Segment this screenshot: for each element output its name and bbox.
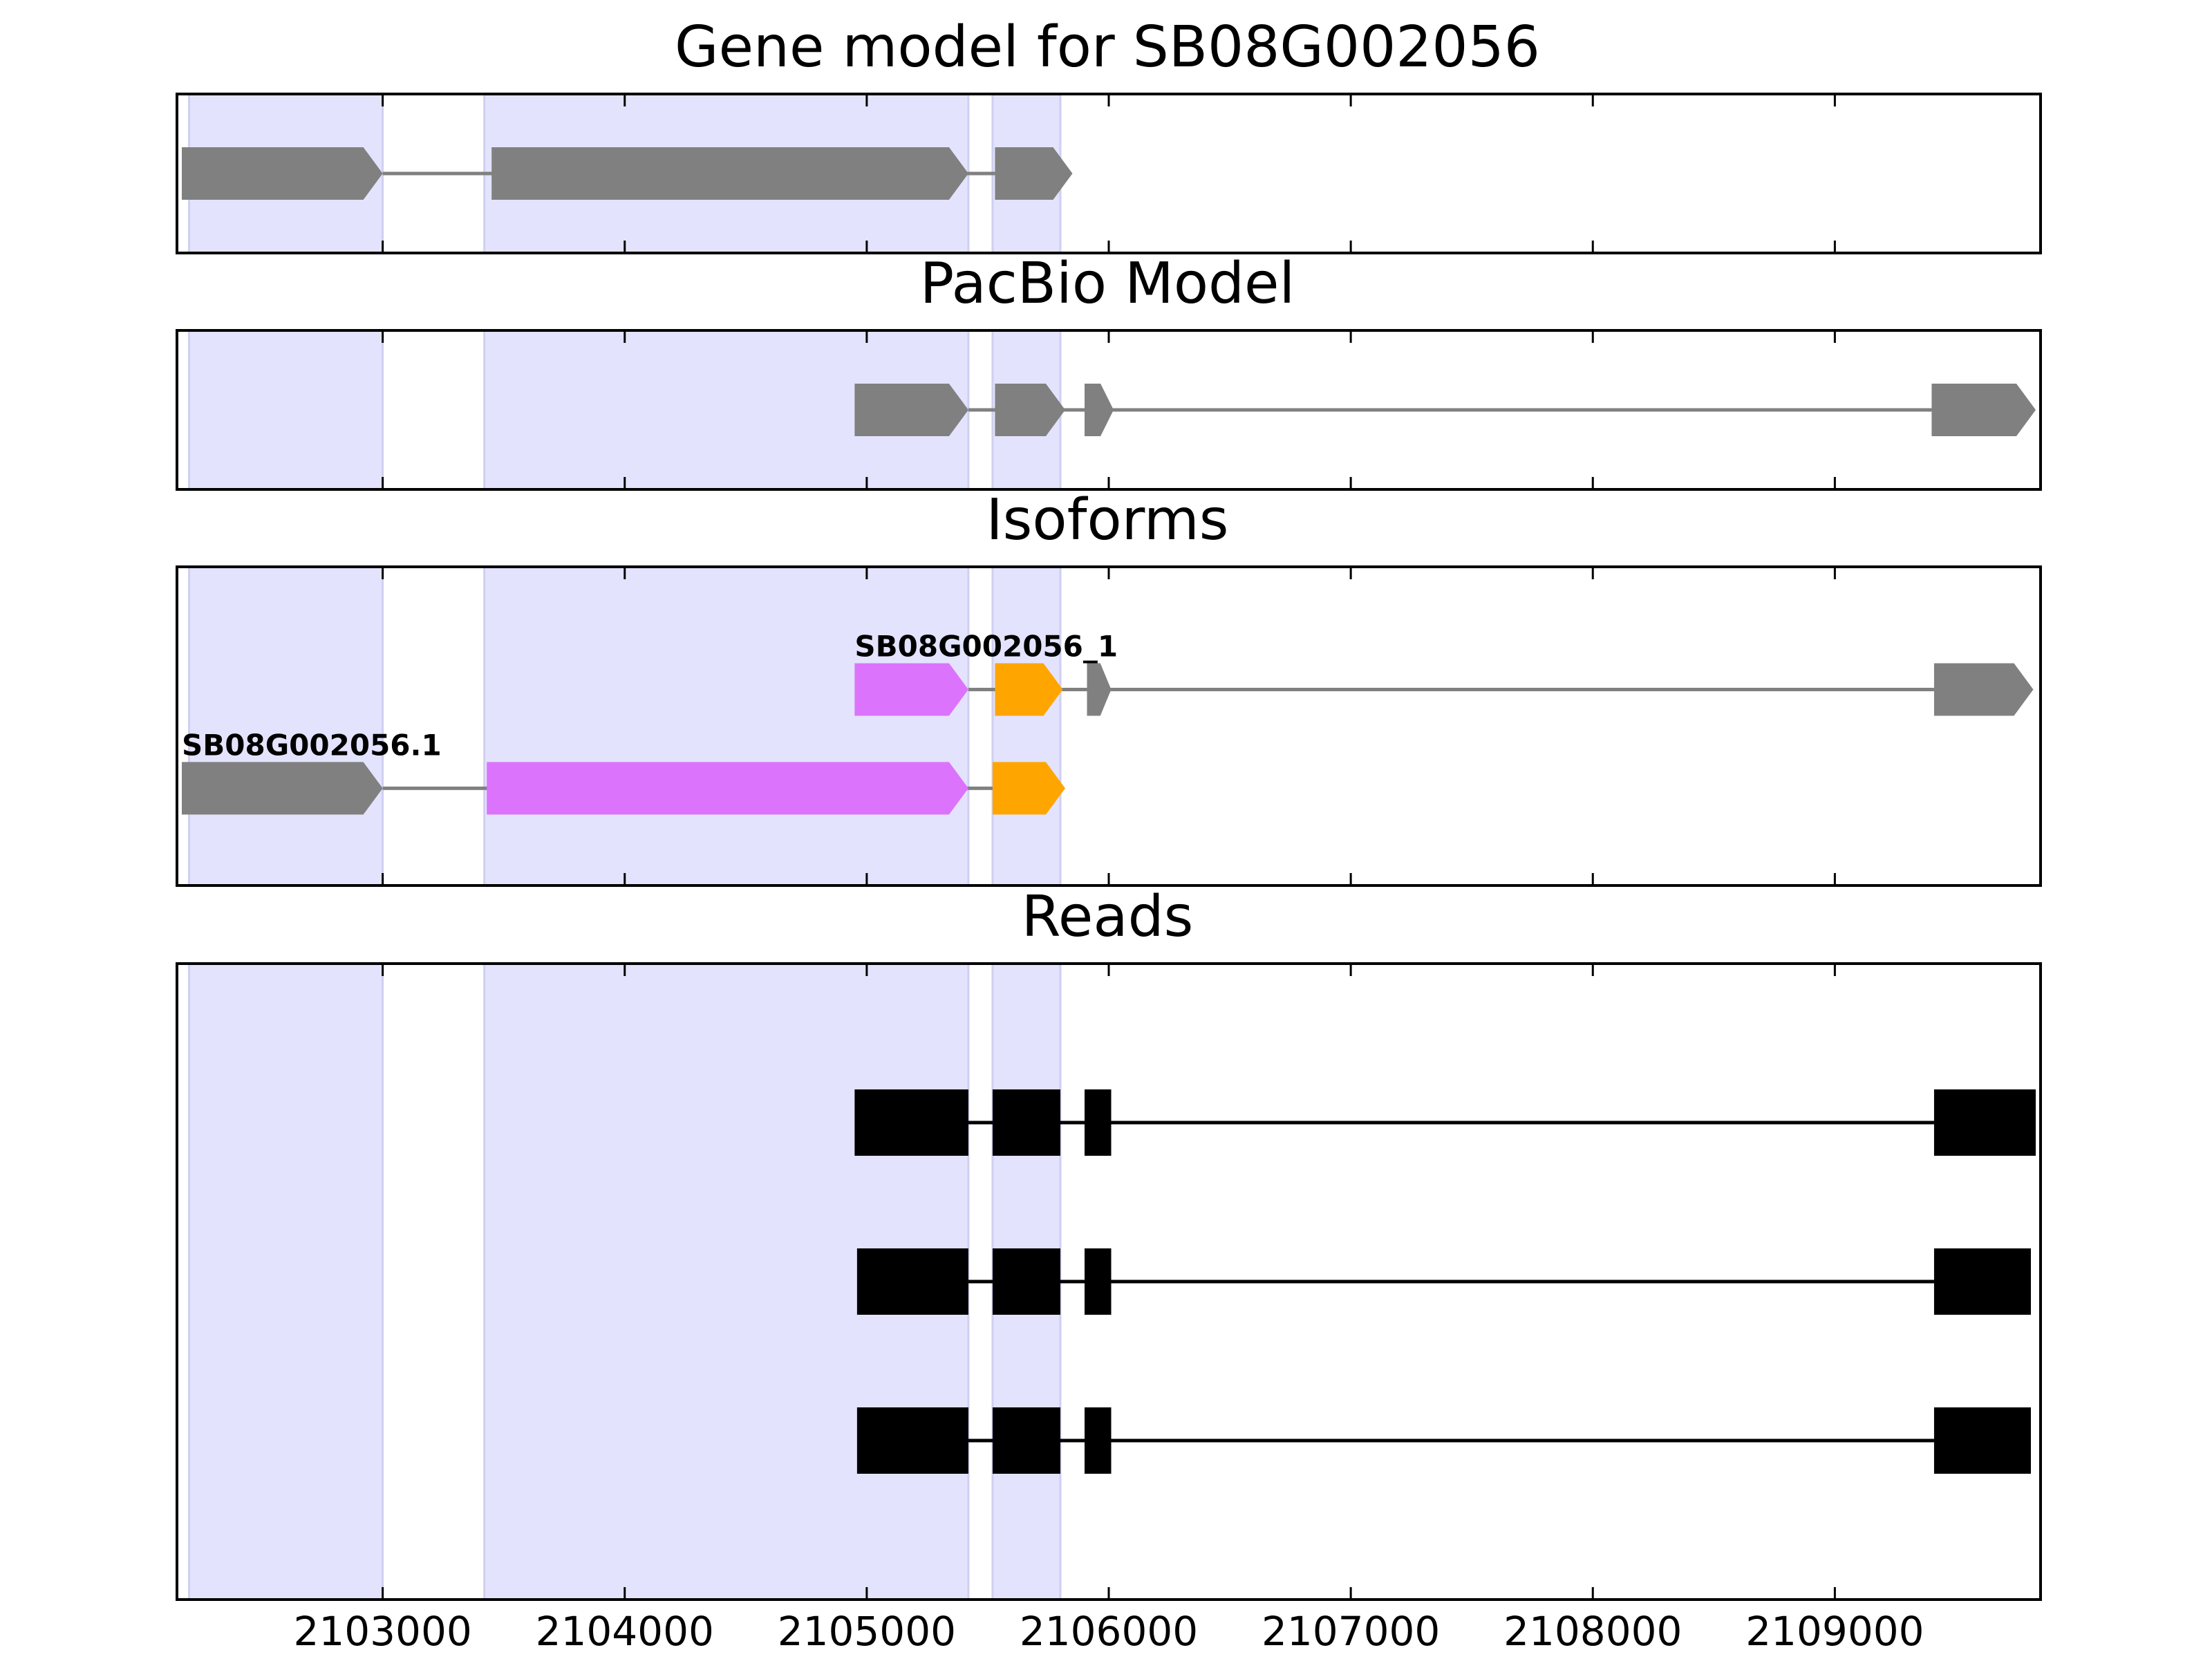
- highlight-region: [188, 565, 384, 887]
- read-block: [1933, 1089, 2036, 1156]
- read-block: [992, 1248, 1060, 1315]
- read-block: [856, 1407, 968, 1474]
- exon-arrow: [491, 147, 968, 200]
- x-tick-label: 2103000: [293, 1608, 471, 1655]
- pacbio-model-panel-title: PacBio Model: [920, 251, 1295, 317]
- exon-arrow: [1084, 384, 1114, 436]
- read-block: [854, 1089, 968, 1156]
- gene-model-panel-title: Gene model for SB08G002056: [675, 15, 1540, 80]
- panel-frame: [176, 565, 2042, 887]
- exon-arrow: [1931, 384, 2036, 436]
- gene-model-panel: [176, 93, 2042, 254]
- x-tick-label: 2106000: [1020, 1608, 1198, 1655]
- x-tick-label: 2105000: [778, 1608, 956, 1655]
- highlight-region: [188, 329, 384, 491]
- exon-arrow: [182, 762, 383, 815]
- highlight-region: [188, 962, 384, 1601]
- exon-arrow: [992, 762, 1065, 815]
- read-block: [992, 1407, 1060, 1474]
- isoforms-panel-title: Isoforms: [986, 487, 1229, 553]
- read-block: [1084, 1407, 1112, 1474]
- exon-arrow: [995, 663, 1063, 716]
- exon-arrow: [995, 147, 1073, 200]
- read-block: [1084, 1248, 1112, 1315]
- read-block: [992, 1089, 1060, 1156]
- x-tick-label: 2108000: [1503, 1608, 1682, 1655]
- isoform-label: SB08G002056.1: [182, 728, 442, 762]
- exon-arrow: [182, 147, 383, 200]
- read-block: [1933, 1248, 2031, 1315]
- exon-arrow: [1087, 663, 1112, 716]
- isoforms-panel: SB08G002056_1 SB08G002056.1: [176, 565, 2042, 887]
- x-tick-label: 2107000: [1262, 1608, 1440, 1655]
- exon-arrow: [854, 663, 968, 716]
- highlight-region: [483, 565, 970, 887]
- reads-panel: [176, 962, 2042, 1601]
- x-tick-label: 2109000: [1745, 1608, 1924, 1655]
- exon-arrow: [1933, 663, 2034, 716]
- reads-panel-title: Reads: [1022, 884, 1194, 950]
- exon-arrow: [854, 384, 968, 436]
- x-axis-tick-labels: 2103000 2104000 2105000 2106000 2107000 21080…: [293, 1608, 1924, 1655]
- read-block: [856, 1248, 968, 1315]
- isoform-label: SB08G002056_1: [854, 629, 1118, 663]
- x-tick-label: 2104000: [536, 1608, 714, 1655]
- read-block: [1084, 1089, 1112, 1156]
- exon-arrow: [487, 762, 968, 815]
- highlight-region: [991, 565, 1062, 887]
- read-block: [1933, 1407, 2031, 1474]
- pacbio-model-panel: [176, 329, 2042, 491]
- exon-arrow: [995, 384, 1065, 436]
